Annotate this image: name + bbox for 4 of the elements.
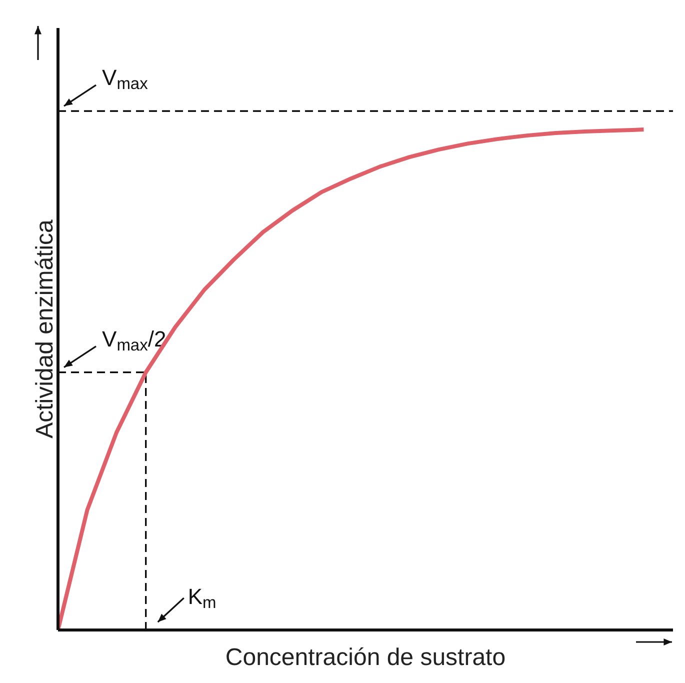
x-axis-title: Concentración de sustrato <box>225 644 506 672</box>
annotation: K$_{m}$ <box>188 584 216 612</box>
y-axis-title: Actividad enzimática <box>32 218 59 438</box>
ref-line-label: V$_{max}$ <box>102 65 149 94</box>
